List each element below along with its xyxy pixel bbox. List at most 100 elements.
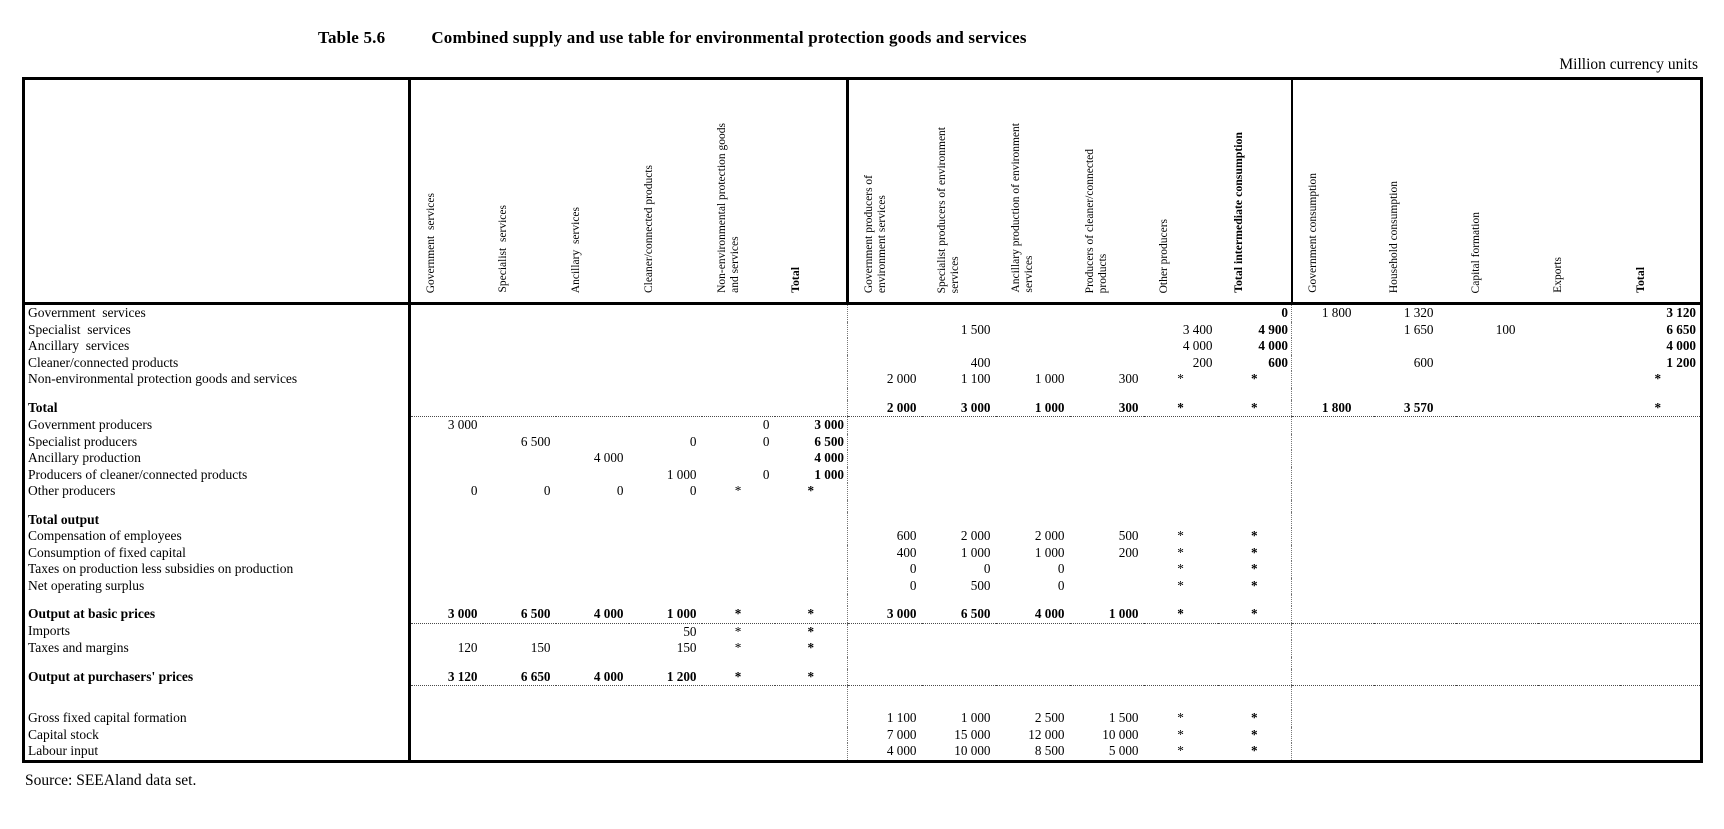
- table-cell: [775, 561, 848, 578]
- table-cell: 150: [676, 640, 697, 655]
- table-cell: 0: [1281, 305, 1288, 320]
- table-cell: [1620, 528, 1702, 545]
- table-cell: [1218, 483, 1292, 500]
- table-cell: [1291, 685, 1374, 710]
- table-cell: [556, 561, 629, 578]
- units-note: Million currency units: [1559, 56, 1698, 73]
- table-cell: [1456, 483, 1538, 500]
- column-header: Capital formation: [1455, 78, 1538, 305]
- table-cell: 2 000: [847, 399, 922, 417]
- column-header-label: Exports: [1551, 257, 1564, 293]
- table-cell: [1456, 304, 1538, 322]
- column-header: Specialist producers of environment serv…: [921, 78, 996, 305]
- table-row: Total output: [24, 511, 1702, 528]
- table-cell: *: [1177, 577, 1184, 593]
- table-cell: [1374, 338, 1456, 355]
- table-cell: [1456, 657, 1538, 669]
- table-cell: [847, 499, 922, 512]
- table-cell: [1456, 640, 1538, 657]
- table-cell: 3 120: [1666, 305, 1696, 320]
- table-cell: [408, 656, 483, 669]
- table-cell: [774, 399, 848, 417]
- table-cell: [702, 686, 775, 711]
- table-cell: [1456, 528, 1538, 545]
- row-label: Compensation of employees: [28, 528, 182, 543]
- table-cell: [922, 467, 996, 484]
- table-cell: [922, 623, 996, 640]
- supply-use-table: Government services Specialist services An…: [22, 77, 1703, 763]
- table-cell: [483, 304, 556, 322]
- table-cell: 10 000: [954, 743, 991, 758]
- table-cell: [847, 466, 922, 483]
- table-header: Government services Specialist services An…: [23, 78, 1702, 305]
- table-cell: 6 500: [482, 606, 556, 624]
- table-cell: *: [1177, 743, 1184, 758]
- table-cell: [1070, 640, 1144, 657]
- table-cell: 500: [970, 577, 991, 593]
- table-cell: [996, 467, 1070, 484]
- table-cell: [1218, 434, 1292, 451]
- table-cell: [629, 657, 702, 669]
- table-cell: [1070, 304, 1144, 322]
- table-cell: 150: [530, 640, 551, 655]
- table-cell: *: [734, 623, 742, 639]
- table-cell: [1374, 594, 1456, 606]
- table-cell: *: [1654, 371, 1662, 386]
- table-cell: [1070, 450, 1144, 467]
- table-cell: 1 000: [628, 606, 702, 624]
- row-label: Producers of cleaner/connected products: [28, 466, 248, 482]
- table-cell: [483, 450, 556, 467]
- table-cell: [408, 399, 483, 417]
- row-label: Taxes and margins: [28, 640, 129, 655]
- table-cell: *: [1250, 710, 1258, 725]
- table-cell: [1144, 388, 1218, 400]
- table-cell: [996, 640, 1070, 657]
- table-cell: 120: [408, 640, 483, 657]
- table-cell: *: [701, 668, 775, 686]
- table-cell: [847, 387, 922, 400]
- table-cell: [629, 322, 702, 339]
- table-cell: [996, 434, 1070, 451]
- table-cell: [996, 657, 1070, 669]
- table-cell: 200: [1118, 544, 1139, 560]
- table-cell: 100: [1495, 321, 1516, 337]
- table-cell: *: [701, 606, 775, 624]
- table-cell: [702, 710, 775, 727]
- table-cell: [1538, 322, 1620, 339]
- table-cell: 600: [1268, 354, 1288, 370]
- table-cell: [1374, 640, 1456, 657]
- column-header: Cleaner/connected products: [628, 78, 702, 305]
- table-cell: [701, 399, 775, 417]
- table-cell: [1538, 450, 1620, 467]
- table-cell: *: [1250, 561, 1258, 576]
- table-cell: [483, 500, 556, 512]
- table-cell: [775, 338, 848, 355]
- table-row: Net operating surplus 0 500 0 * *: [24, 577, 1702, 594]
- table-cell: *: [1250, 528, 1258, 543]
- table-cell: [408, 623, 483, 640]
- table-body: Government services 0 1 800 1 320 3 120 Speci…: [24, 303, 1702, 761]
- table-cell: 0: [983, 561, 991, 576]
- table-cell: [1070, 338, 1144, 355]
- table-cell: [996, 500, 1070, 512]
- table-cell: [996, 338, 1070, 355]
- table-cell: [847, 511, 922, 528]
- table-cell: [1538, 657, 1620, 669]
- table-cell: [775, 371, 848, 388]
- table-cell: [847, 656, 922, 669]
- table-cell: 500: [1118, 528, 1139, 543]
- table-cell: [408, 528, 483, 545]
- table-cell: [847, 668, 922, 686]
- row-label: Government services: [28, 305, 146, 320]
- table-cell: [1455, 606, 1538, 624]
- table-cell: [556, 500, 629, 512]
- table-cell: [1070, 623, 1144, 640]
- table-cell: [1291, 499, 1374, 512]
- table-cell: [1374, 388, 1456, 400]
- table-cell: 0: [689, 433, 697, 449]
- table-cell: [702, 322, 775, 339]
- table-cell: [556, 710, 629, 727]
- table-cell: [922, 500, 996, 512]
- table-cell: [922, 594, 996, 606]
- table-cell: [1538, 434, 1620, 451]
